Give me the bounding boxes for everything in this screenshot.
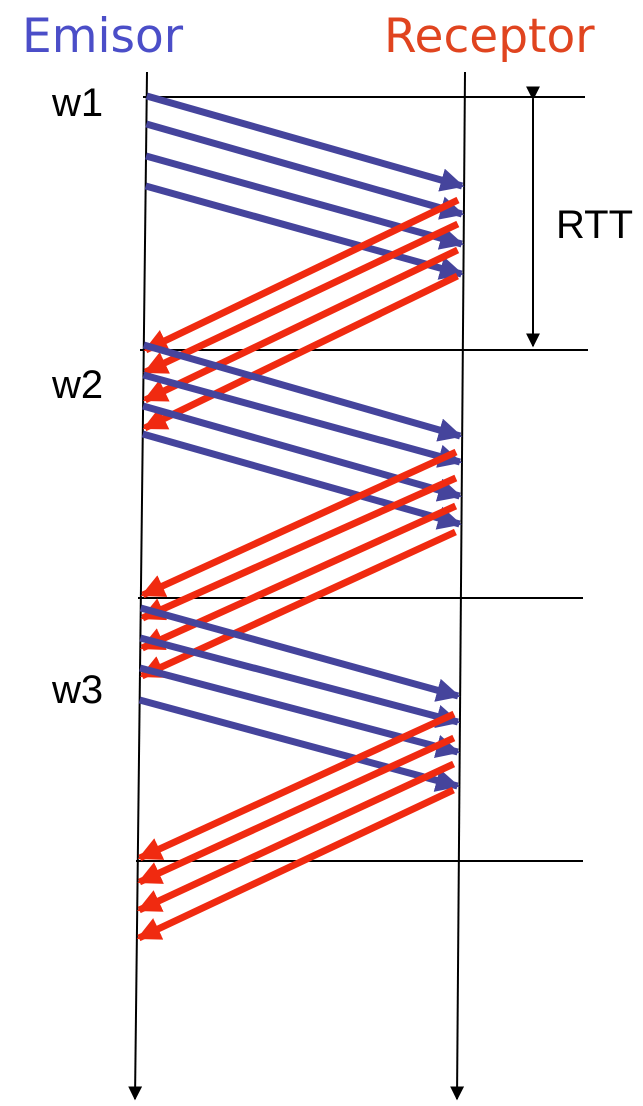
ack-arrow [140,448,458,599]
data-segment-arrow [142,371,463,468]
message-arrows [136,92,465,942]
window-label-w3: w3 [51,668,103,712]
rtt-label: RTT [556,203,633,247]
data-segment-arrow [145,120,465,220]
sender-header: Emisor [22,9,184,64]
data-segment-arrow [145,92,465,192]
ack-arrow [143,196,460,354]
ack-arrow [142,272,459,432]
ack-arrow [137,710,456,862]
data-segment-arrow [142,402,462,502]
sender-timeline [128,71,148,1101]
data-segment-arrow [139,604,461,702]
window-label-w2: w2 [51,363,103,407]
data-segment-arrow [138,696,460,792]
ack-arrow [137,760,456,914]
ack-arrow [143,220,460,376]
data-segment-arrow [142,341,463,442]
ack-arrow [136,786,455,942]
data-segment-arrow [144,182,464,280]
data-segment-arrow [145,152,464,250]
window-label-w1: w1 [51,81,103,125]
ack-arrow [140,474,458,622]
ack-arrow [143,246,460,404]
data-segment-arrow [141,430,462,530]
receiver-header: Receptor [384,9,595,64]
data-segment-arrow [139,634,461,729]
ack-arrow [137,734,456,886]
